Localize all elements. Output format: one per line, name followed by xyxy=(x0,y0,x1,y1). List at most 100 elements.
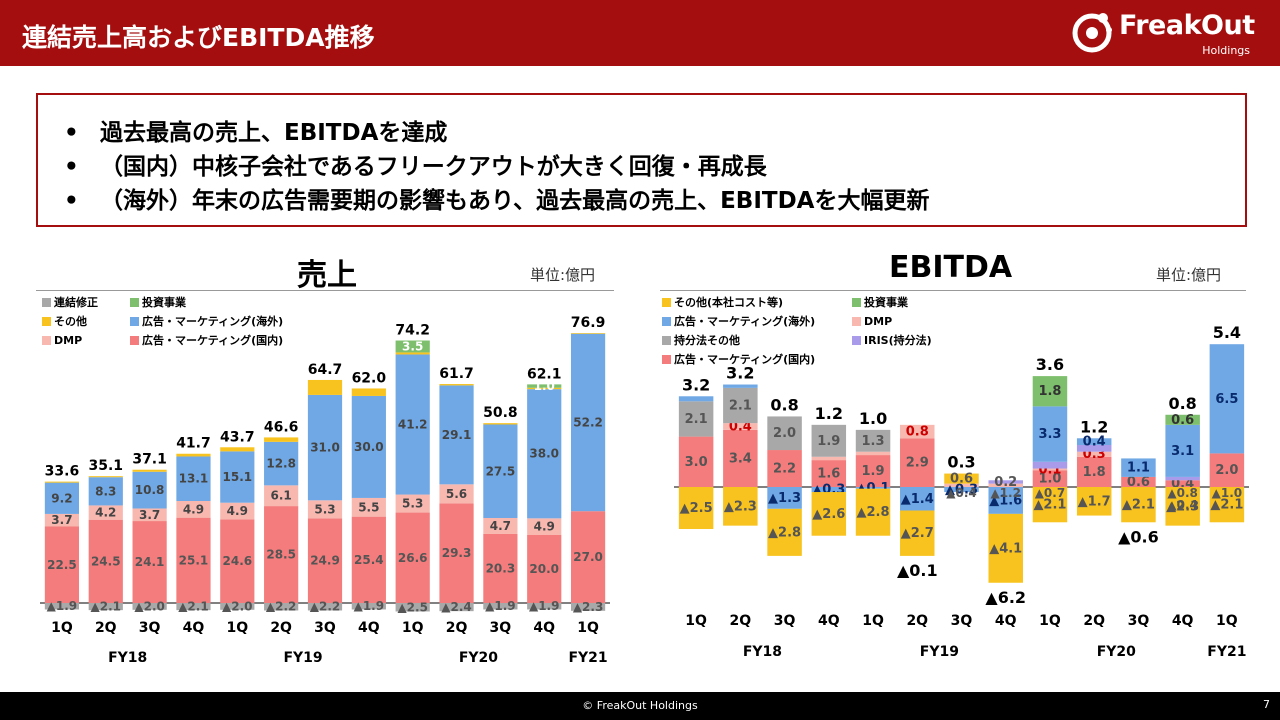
dmp-bar xyxy=(1032,468,1068,471)
total-label: 74.2 xyxy=(395,323,430,339)
ad_overseas-bar xyxy=(1121,458,1156,477)
investment-bar xyxy=(395,340,430,353)
legend-swatch xyxy=(662,298,671,307)
ad_domestic-bar xyxy=(395,512,430,603)
data-label: 29.3 xyxy=(442,546,472,560)
legend-swatch xyxy=(852,336,861,345)
consolidation-bar xyxy=(176,603,211,611)
ad_domestic-bar xyxy=(132,521,167,603)
iris-bar xyxy=(1076,445,1112,452)
fiscal-year-label: FY21 xyxy=(1207,644,1246,660)
data-label: 25.1 xyxy=(179,553,209,567)
other-bar xyxy=(678,487,714,529)
data-label: 1.6 xyxy=(817,467,840,482)
data-label: 3.4 xyxy=(729,451,752,466)
data-label: ▲2.0 xyxy=(134,599,165,613)
ad_overseas-bar xyxy=(1165,424,1200,477)
data-label: 10.8 xyxy=(135,483,165,497)
iris-bar xyxy=(1165,476,1200,481)
consolidation-bar xyxy=(44,603,80,610)
quarter-tick-label: 1Q xyxy=(1039,613,1061,629)
data-label: 20.3 xyxy=(486,561,516,575)
summary-bullet: • （国内）中核子会社であるフリークアウトが大きく回復・再成長 xyxy=(64,154,767,180)
total-label: 1.0 xyxy=(859,409,887,428)
data-label: 6.5 xyxy=(1215,392,1238,407)
legend-label: 持分法その他 xyxy=(674,333,740,347)
total-label: 0.3 xyxy=(947,453,975,472)
total-label: 3.6 xyxy=(1036,355,1064,374)
dmp-bar xyxy=(395,494,430,513)
dmp-bar xyxy=(132,508,167,522)
other-bar xyxy=(900,510,935,556)
total-label: 64.7 xyxy=(308,362,343,378)
ad_domestic-bar xyxy=(855,455,891,487)
quarter-tick-label: 3Q xyxy=(1128,613,1150,629)
quarter-tick-label: 4Q xyxy=(183,620,205,636)
data-label: 4.9 xyxy=(534,520,555,534)
data-label: 1.8 xyxy=(1038,384,1061,399)
equity_other-bar xyxy=(767,416,802,451)
data-label: 4.9 xyxy=(183,502,204,516)
data-label: ▲2.2 xyxy=(266,600,297,614)
data-label: ▲1.3 xyxy=(768,491,801,506)
data-label: ▲1.9 xyxy=(47,599,78,613)
data-label: 24.6 xyxy=(223,554,253,568)
ad_domestic-bar xyxy=(811,460,847,487)
ad_domestic-bar xyxy=(176,517,211,603)
summary-bullet: • 過去最高の売上、EBITDAを達成 xyxy=(64,120,448,146)
total-label: 3.2 xyxy=(726,364,754,383)
ad_domestic-bar xyxy=(1076,456,1112,487)
legend-label: 投資事業 xyxy=(142,295,187,309)
quarter-tick-label: 3Q xyxy=(314,620,336,636)
data-label: ▲2.6 xyxy=(812,507,845,522)
total-label: 5.4 xyxy=(1213,323,1241,342)
total-label: 41.7 xyxy=(176,436,211,452)
other-bar xyxy=(1076,487,1112,516)
data-label: 0.4 xyxy=(1083,435,1106,450)
data-label: 1.8 xyxy=(1083,465,1106,480)
total-label: 0.8 xyxy=(1168,394,1196,413)
other-bar xyxy=(132,469,167,472)
total-label: 33.6 xyxy=(45,464,80,480)
legend-label: 広告・マーケティング(国内) xyxy=(142,333,283,347)
data-label: ▲2.5 xyxy=(397,600,428,614)
data-label: 41.2 xyxy=(398,418,428,432)
footer-bar: © FreakOut Holdings 7 xyxy=(0,692,1280,720)
data-label: 5.3 xyxy=(314,502,335,516)
sales-chart-title: 売上 xyxy=(297,258,357,293)
data-label: 0.6 xyxy=(1171,413,1194,428)
ad_overseas-bar xyxy=(176,456,211,501)
dmp-bar xyxy=(88,505,123,520)
legend-swatch xyxy=(130,298,139,307)
quarter-tick-label: 4Q xyxy=(358,620,380,636)
quarter-tick-label: 3Q xyxy=(139,620,161,636)
quarter-tick-label: 3Q xyxy=(774,613,796,629)
data-label: 0.6 xyxy=(1127,475,1150,490)
ad_overseas-bar xyxy=(900,487,935,511)
data-label: ▲4.1 xyxy=(989,541,1022,556)
ad_domestic-bar xyxy=(1165,480,1200,487)
ad_overseas-bar xyxy=(1076,438,1112,445)
data-label: 4.9 xyxy=(227,504,248,518)
legend-swatch xyxy=(42,317,51,326)
quarter-tick-label: 2Q xyxy=(270,620,292,636)
ad_domestic-bar xyxy=(678,436,714,487)
consolidation-bar xyxy=(527,603,562,610)
ad_domestic-bar xyxy=(220,519,255,603)
ad_overseas-bar xyxy=(483,424,518,518)
legend-swatch xyxy=(662,355,671,364)
legend-label: DMP xyxy=(864,315,892,328)
other-bar xyxy=(944,473,979,484)
copyright-text: © FreakOut Holdings xyxy=(582,699,698,712)
data-label: 2.1 xyxy=(729,399,752,414)
dmp-bar xyxy=(351,497,386,517)
legend-swatch xyxy=(662,317,671,326)
logo-subtitle: Holdings xyxy=(1202,44,1250,57)
summary-box: • 過去最高の売上、EBITDAを達成 • （国内）中核子会社であるフリークアウトが… xyxy=(36,93,1247,227)
other-bar xyxy=(1032,487,1068,523)
ad_domestic-bar xyxy=(723,429,758,487)
ad_overseas-bar xyxy=(220,451,255,503)
data-label: 27.0 xyxy=(573,550,603,564)
consolidation-bar xyxy=(132,603,167,610)
total-label: 37.1 xyxy=(132,452,167,468)
